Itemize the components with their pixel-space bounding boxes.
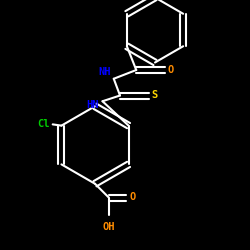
Text: S: S (152, 90, 158, 101)
Text: NH: NH (99, 68, 111, 78)
Text: O: O (129, 192, 136, 202)
Text: HN: HN (86, 100, 99, 110)
Text: Cl: Cl (38, 120, 50, 130)
Text: OH: OH (102, 222, 115, 232)
Text: O: O (168, 65, 174, 75)
